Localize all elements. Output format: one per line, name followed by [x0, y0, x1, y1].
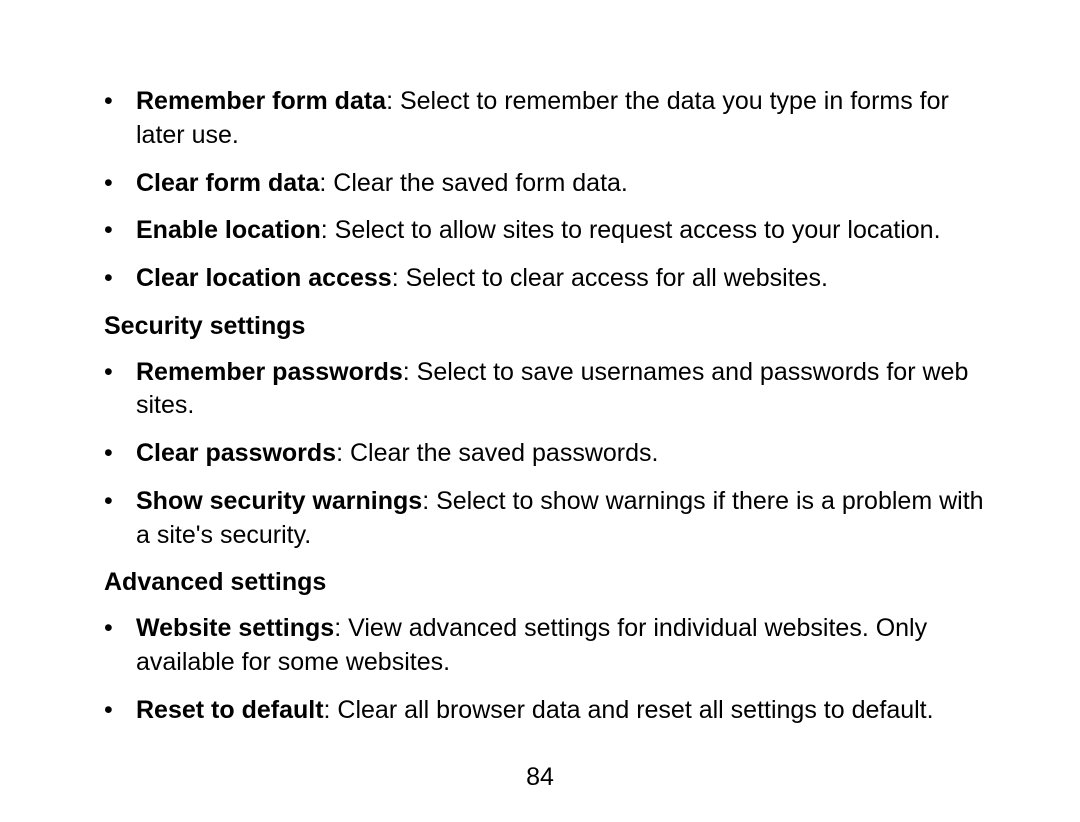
item-desc: : Clear all browser data and reset all s… [324, 696, 934, 724]
list-item: Show security warnings: Select to show w… [136, 485, 1000, 553]
list-item: Enable location: Select to allow sites t… [136, 214, 1000, 248]
item-desc: : Clear the saved form data. [319, 169, 627, 197]
bullet-list-2: Website settings: View advanced settings… [80, 612, 1000, 727]
bullet-list-0: Remember form data: Select to remember t… [80, 85, 1000, 296]
item-term: Clear form data [136, 169, 319, 197]
list-item: Clear location access: Select to clear a… [136, 262, 1000, 296]
item-term: Remember passwords [136, 358, 403, 386]
item-term: Show security warnings [136, 487, 422, 515]
section-heading-advanced: Advanced settings [80, 566, 1000, 600]
page-number: 84 [0, 763, 1080, 792]
bullet-list-1: Remember passwords: Select to save usern… [80, 356, 1000, 553]
item-desc: : Select to allow sites to request acces… [321, 216, 941, 244]
list-item: Website settings: View advanced settings… [136, 612, 1000, 680]
section-heading-security: Security settings [80, 310, 1000, 344]
item-term: Remember form data [136, 87, 386, 115]
item-term: Clear passwords [136, 439, 336, 467]
item-term: Enable location [136, 216, 321, 244]
item-term: Reset to default [136, 696, 324, 724]
item-desc: : Select to clear access for all website… [392, 264, 828, 292]
document-body: Remember form data: Select to remember t… [80, 85, 1000, 727]
item-term: Website settings [136, 614, 334, 642]
list-item: Reset to default: Clear all browser data… [136, 694, 1000, 728]
list-item: Clear form data: Clear the saved form da… [136, 167, 1000, 201]
list-item: Clear passwords: Clear the saved passwor… [136, 437, 1000, 471]
list-item: Remember form data: Select to remember t… [136, 85, 1000, 153]
item-desc: : Clear the saved passwords. [336, 439, 658, 467]
list-item: Remember passwords: Select to save usern… [136, 356, 1000, 424]
item-term: Clear location access [136, 264, 392, 292]
